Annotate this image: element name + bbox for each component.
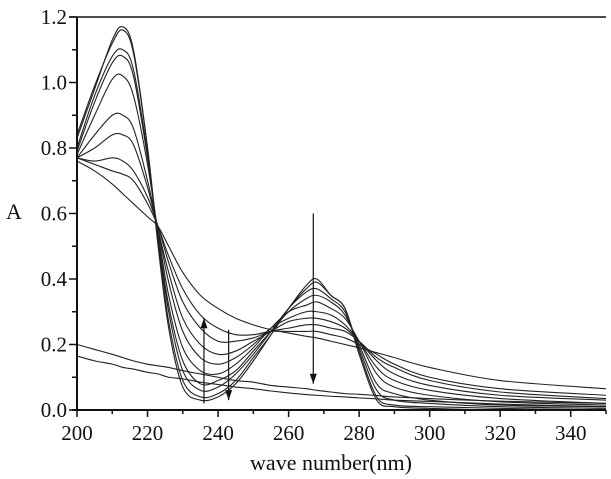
series-line-s6 <box>76 112 607 404</box>
y-tick-label: 1.2 <box>41 5 67 29</box>
arrow-down <box>309 213 317 384</box>
y-tick-label: 0.6 <box>41 202 67 226</box>
x-tick-label: 340 <box>555 421 587 445</box>
series-line-s4 <box>76 54 607 408</box>
y-tick-label: 0.8 <box>41 136 67 160</box>
y-tick-label: 0.2 <box>41 333 67 357</box>
series-line-s1 <box>76 25 607 411</box>
x-tick-label: 220 <box>132 421 164 445</box>
series-line-s9 <box>76 157 607 396</box>
x-tick-label: 320 <box>484 421 516 445</box>
y-tick-label: 0.4 <box>41 267 68 291</box>
y-tick-label: 1.0 <box>41 71 67 95</box>
series-line-s3 <box>76 48 607 409</box>
x-tick-label: 240 <box>202 421 234 445</box>
y-axis-title: A <box>6 199 22 224</box>
arrow-up <box>200 318 208 404</box>
x-tick-label: 300 <box>414 421 446 445</box>
arrow-down <box>225 329 233 401</box>
x-tick-label: 260 <box>273 421 305 445</box>
series-line-s8 <box>76 157 607 400</box>
x-tick-labels: 200 220 240 260 280 300 320 340 <box>61 421 586 445</box>
annotation-arrows <box>200 213 317 404</box>
y-tick-labels: 0.0 0.2 0.4 0.6 0.8 1.0 1.2 <box>41 5 68 422</box>
series-line-b1 <box>76 343 607 404</box>
series-line-b2 <box>76 355 607 408</box>
series-line-s10 <box>76 160 607 390</box>
series-line-s7 <box>76 132 607 401</box>
y-tick-label: 0.0 <box>41 398 67 422</box>
axes <box>69 16 607 417</box>
series-line-s5 <box>76 73 607 406</box>
series-layer <box>76 25 607 411</box>
x-tick-label: 280 <box>343 421 375 445</box>
series-line-s2 <box>76 29 607 411</box>
x-tick-label: 200 <box>61 421 93 445</box>
x-axis-title: wave number(nm) <box>250 450 412 475</box>
